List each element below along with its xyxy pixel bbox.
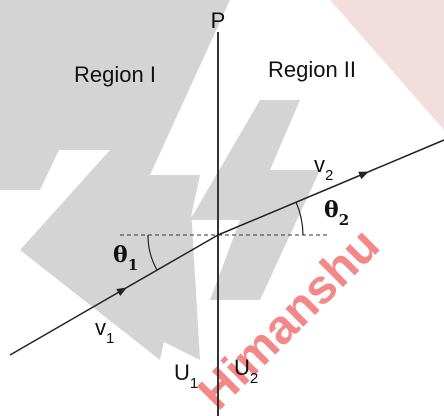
refracted-arrow	[217, 171, 369, 236]
label-base: v	[314, 152, 325, 177]
region-label: Region II	[268, 57, 356, 82]
angle-label: θ1	[113, 242, 138, 274]
watermark-shapes	[0, 0, 320, 360]
point-label: P	[211, 8, 226, 33]
label-base: θ	[324, 197, 339, 223]
label-sub: 2	[250, 370, 258, 387]
label-sub: 1	[190, 375, 198, 392]
potential-label: U2	[234, 355, 258, 387]
angle-arc	[147, 234, 158, 271]
incident-path	[125, 234, 219, 289]
potential-label: U1	[174, 360, 198, 392]
region-label: Region I	[74, 62, 156, 87]
label-sub: 1	[106, 330, 114, 347]
label-sub: 2	[339, 211, 349, 229]
label-base: U	[174, 360, 190, 385]
angle-label: θ2	[324, 197, 349, 229]
angle-arc	[295, 201, 304, 236]
watermark-shape	[230, 0, 444, 130]
label-sub: 1	[128, 256, 138, 274]
label-base: θ	[113, 242, 128, 268]
label-base: U	[234, 355, 250, 380]
refracted-path	[367, 139, 444, 173]
velocity-label: v1	[95, 315, 114, 347]
velocity-label: v2	[314, 152, 333, 184]
label-base: v	[95, 315, 106, 340]
incident-arrow	[9, 287, 127, 356]
label-sub: 2	[325, 167, 333, 184]
